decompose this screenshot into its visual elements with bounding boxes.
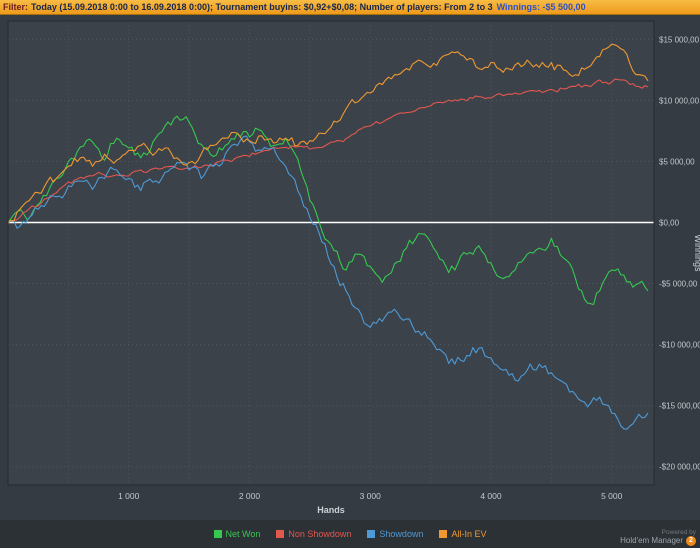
legend-item-net-won[interactable]: Net Won: [213, 529, 261, 539]
legend-label: All-In EV: [451, 529, 487, 539]
legend-label: Showdown: [379, 529, 424, 539]
svg-text:5 000: 5 000: [601, 491, 623, 501]
chart-legend: Net Won Non Showdown Showdown All-In EV: [0, 520, 700, 548]
hm2-badge-icon: 2: [686, 536, 696, 546]
filter-winnings-value: Winnings: -$5 500,00: [496, 2, 586, 12]
svg-text:Winnings: Winnings: [693, 234, 700, 272]
filter-label: Filter:: [3, 2, 29, 12]
legend-swatch-icon: [213, 530, 222, 538]
brand-name: Hold'em Manager: [620, 536, 683, 546]
legend-label: Non Showdown: [288, 529, 352, 539]
svg-text:-$10 000,00: -$10 000,00: [659, 341, 700, 350]
filter-text: Today (15.09.2018 0:00 to 16.09.2018 0:0…: [31, 2, 493, 12]
powered-by-text: Powered by: [661, 528, 696, 536]
svg-text:-$15 000,00: -$15 000,00: [659, 402, 700, 411]
legend-item-non-showdown[interactable]: Non Showdown: [276, 529, 351, 539]
svg-text:$10 000,00: $10 000,00: [659, 96, 700, 105]
winnings-graph: $15 000,00 $10 000,00 $5 000,00 $0,00 -$5 00…: [0, 15, 700, 520]
svg-text:-$20 000,00: -$20 000,00: [659, 463, 700, 472]
legend-swatch-icon: [439, 530, 448, 538]
svg-text:$0,00: $0,00: [659, 218, 680, 227]
legend-swatch-icon: [276, 530, 285, 538]
svg-text:2 000: 2 000: [239, 491, 261, 501]
legend-item-showdown[interactable]: Showdown: [367, 529, 423, 539]
svg-text:$15 000,00: $15 000,00: [659, 35, 700, 44]
svg-text:1 000: 1 000: [118, 491, 140, 501]
svg-text:3 000: 3 000: [360, 491, 382, 501]
powered-by-footer: Powered by Hold'em Manager 2: [620, 529, 696, 546]
svg-text:Hands: Hands: [317, 505, 345, 515]
svg-text:$5 000,00: $5 000,00: [659, 157, 695, 166]
svg-text:-$5 000,00: -$5 000,00: [659, 280, 698, 289]
legend-item-all-in-ev[interactable]: All-In EV: [439, 529, 486, 539]
filter-bar[interactable]: Filter: Today (15.09.2018 0:00 to 16.09.2…: [0, 0, 700, 15]
legend-label: Net Won: [225, 529, 261, 539]
legend-swatch-icon: [367, 530, 376, 538]
svg-text:4 000: 4 000: [480, 491, 502, 501]
